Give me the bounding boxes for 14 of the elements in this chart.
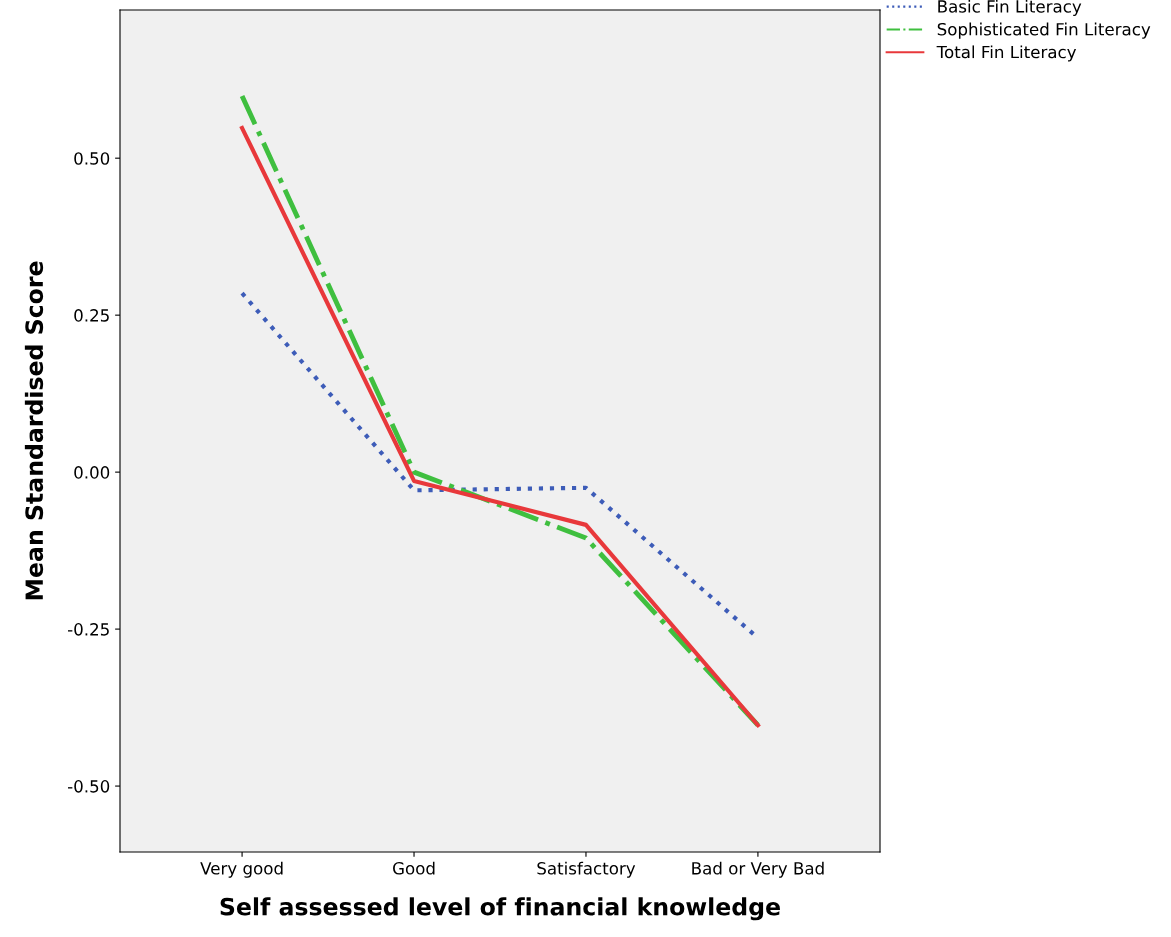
y-tick-label: -0.25 xyxy=(67,623,109,636)
y-tick-label: 0.25 xyxy=(74,309,109,322)
y-tick-label: -0.50 xyxy=(67,780,110,793)
legend-label: Total Fin Literacy xyxy=(936,45,1077,62)
x-axis-title: Self assessed level of financial knowledge xyxy=(220,897,780,921)
legend-label: Sophisticated Fin Literacy xyxy=(937,22,1151,39)
y-axis-title: Mean Standardised Score xyxy=(24,261,44,600)
x-tick-label: Bad or Very Bad xyxy=(692,861,824,878)
x-tick-label: Satisfactory xyxy=(537,861,636,878)
y-tick-label: 0.00 xyxy=(74,466,110,479)
y-tick-label: 0.50 xyxy=(74,152,110,165)
x-tick-label: Very good xyxy=(200,861,283,878)
x-tick-label: Good xyxy=(393,861,435,875)
legend-label: Basic Fin Literacy xyxy=(938,0,1082,16)
